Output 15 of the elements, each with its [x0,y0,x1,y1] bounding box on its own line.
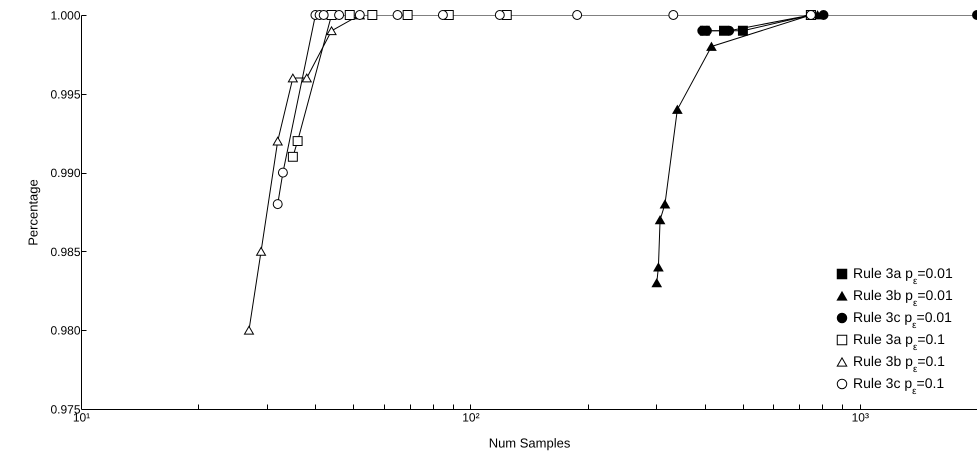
legend-label: Rule 3c p$_{ε}$=0.1 [853,375,944,396]
y-tick-label: 0.980 [50,324,81,338]
legend-label: Rule 3b p$_{ε}$=0.01 [853,287,953,308]
y-tick-label: 0.985 [50,244,81,259]
y-tick-label: 0.990 [50,166,81,180]
y-tick-label: 1.000 [50,8,81,22]
x-tick-label: 10³ [852,410,869,424]
legend-label: Rule 3c p$_{ε}$=0.01 [853,309,952,330]
x-tick-label: 10² [462,410,480,424]
legend-label: Rule 3a p$_{ε}$=0.01 [853,265,953,286]
y-axis-title: Percentage [25,179,40,246]
legend-label: Rule 3b p$_{ε}$=0.1 [853,353,946,374]
y-tick-label: 0.995 [50,87,81,102]
legend-label: Rule 3a p$_{ε}$=0.1 [853,331,946,352]
x-axis-title: Num Samples [488,436,571,450]
